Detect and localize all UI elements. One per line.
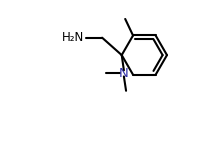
Text: H₂N: H₂N bbox=[62, 31, 84, 44]
Text: N: N bbox=[119, 67, 129, 80]
